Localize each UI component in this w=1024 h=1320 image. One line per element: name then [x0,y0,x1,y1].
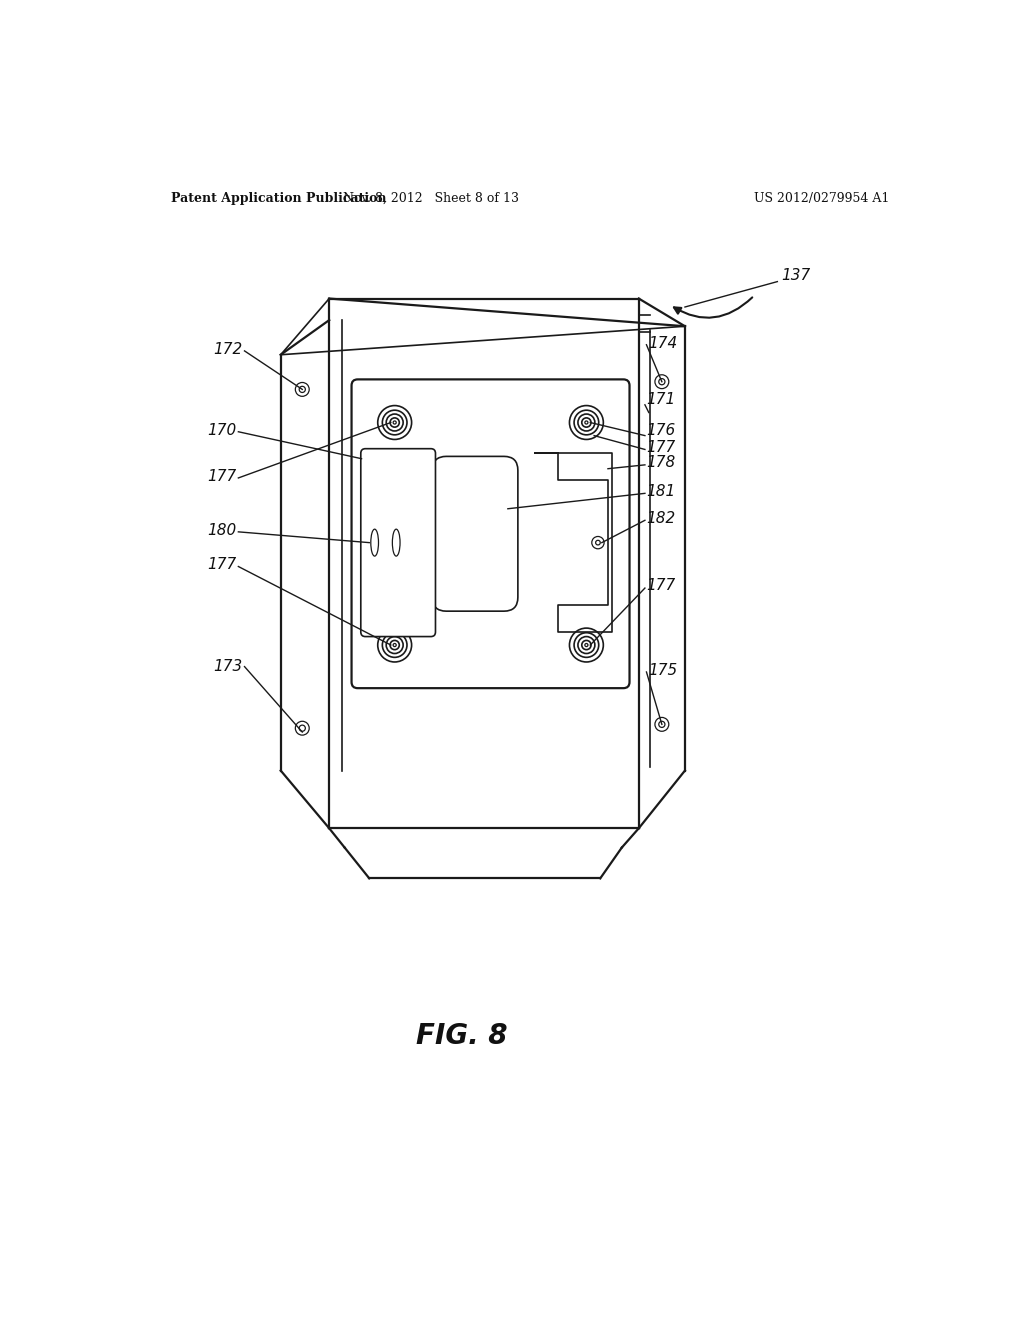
FancyBboxPatch shape [351,379,630,688]
Text: 175: 175 [648,663,677,678]
Text: 177: 177 [208,469,237,484]
Circle shape [299,725,305,731]
FancyArrowPatch shape [674,297,753,318]
Circle shape [658,379,665,385]
Text: FIG. 8: FIG. 8 [416,1022,508,1049]
Text: 177: 177 [646,440,676,454]
Text: 173: 173 [213,659,243,675]
Text: 181: 181 [646,483,676,499]
Text: 137: 137 [781,268,810,282]
Text: 182: 182 [646,511,676,527]
Text: Nov. 8, 2012   Sheet 8 of 13: Nov. 8, 2012 Sheet 8 of 13 [343,191,519,205]
FancyBboxPatch shape [432,457,518,611]
Text: 170: 170 [208,422,237,438]
Circle shape [295,721,309,735]
Circle shape [592,536,604,549]
Circle shape [299,387,305,392]
Text: 172: 172 [213,342,243,356]
Text: 176: 176 [646,422,676,438]
Circle shape [655,375,669,388]
Text: Patent Application Publication: Patent Application Publication [171,191,386,205]
Ellipse shape [392,529,400,556]
Text: US 2012/0279954 A1: US 2012/0279954 A1 [755,191,890,205]
Text: 171: 171 [646,392,676,407]
Text: 180: 180 [208,523,237,537]
Text: 177: 177 [208,557,237,573]
Circle shape [658,721,665,727]
Text: 174: 174 [648,335,677,351]
Text: 177: 177 [646,578,676,593]
Ellipse shape [371,529,379,556]
Text: 178: 178 [646,455,676,470]
FancyBboxPatch shape [360,449,435,636]
Circle shape [655,718,669,731]
Circle shape [596,540,600,545]
Circle shape [295,383,309,396]
